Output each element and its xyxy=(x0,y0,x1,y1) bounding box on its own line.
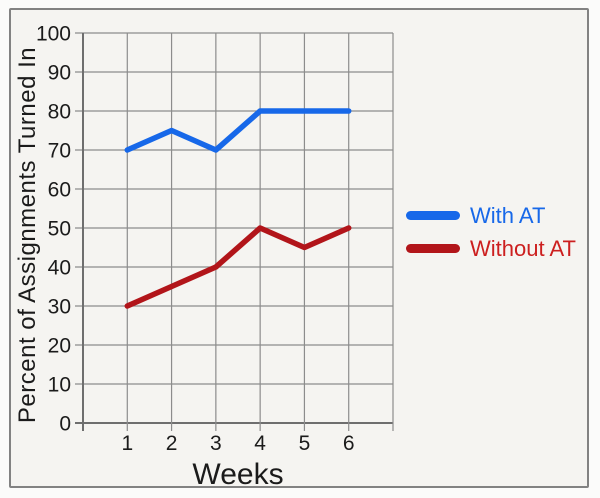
series-line-with-at xyxy=(124,108,352,153)
x-tick-label: 1 xyxy=(121,432,133,455)
x-tick-label: 6 xyxy=(343,432,355,455)
y-tick-label: 80 xyxy=(48,101,71,124)
x-axis-title: Weeks xyxy=(192,458,284,491)
y-tick-label: 30 xyxy=(48,296,71,319)
x-tick-label: 3 xyxy=(210,432,222,455)
y-tick-label: 10 xyxy=(48,374,71,397)
legend-item-with-at: With AT xyxy=(406,199,576,232)
legend-item-without-at: Without AT xyxy=(406,232,576,265)
legend-label-with-at: With AT xyxy=(470,202,546,228)
legend-swatch-with-at xyxy=(406,211,460,220)
series-line-without-at xyxy=(124,225,352,309)
tick-labels: 0 10 20 30 40 50 60 70 80 90 100 1 2 3 4 5 6 xyxy=(36,23,355,456)
legend-swatch-without-at xyxy=(406,244,460,253)
y-tick-label: 100 xyxy=(36,23,71,46)
y-tick-label: 20 xyxy=(48,335,71,358)
x-tick-label: 4 xyxy=(254,432,266,455)
gridlines xyxy=(75,32,394,431)
y-tick-label: 50 xyxy=(48,218,71,241)
x-tick-label: 2 xyxy=(166,432,178,455)
x-tick-label: 5 xyxy=(299,432,311,455)
y-tick-label: 40 xyxy=(48,257,71,280)
y-tick-label: 70 xyxy=(48,140,71,163)
legend-label-without-at: Without AT xyxy=(470,235,576,261)
legend: With AT Without AT xyxy=(406,199,576,265)
y-tick-label: 0 xyxy=(59,413,71,436)
y-tick-label: 90 xyxy=(48,62,71,85)
y-tick-label: 60 xyxy=(48,179,71,202)
y-axis-title: Percent of Assignments Turned In xyxy=(14,46,41,424)
data-lines xyxy=(124,108,352,309)
